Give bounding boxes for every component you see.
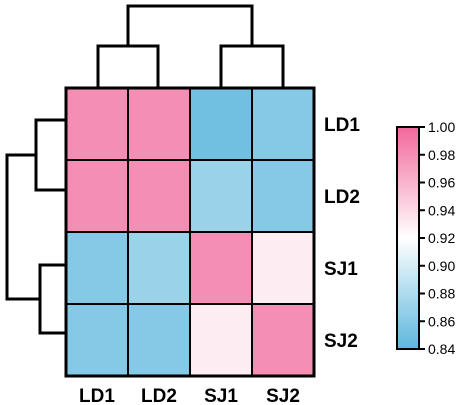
heatmap-cell-ld1-ld1	[65, 87, 129, 161]
heatmap-cell-sj2-sj1	[189, 303, 253, 377]
row-labels: LD1 LD2 SJ1 SJ2	[324, 115, 360, 352]
heatmap-cell-ld1-ld2	[127, 87, 191, 161]
dendro-left-ld-branch	[34, 118, 68, 192]
colorbar-tick-label: 1.00	[428, 119, 455, 135]
colorbar-tick-label: 0.84	[428, 341, 455, 357]
colorbar	[396, 126, 420, 350]
column-dendrogram	[96, 4, 285, 90]
heatmap-cell-sj1-sj2	[251, 231, 315, 305]
dendro-left-root	[5, 153, 42, 301]
heatmap-cells	[64, 86, 316, 378]
row-label-ld1: LD1	[324, 115, 360, 136]
column-label-sj2: SJ2	[266, 386, 300, 405]
colorbar-tick-label: 0.94	[428, 202, 455, 218]
dendro-top-sj-branch	[219, 44, 285, 90]
colorbar-tick-label: 0.90	[428, 258, 455, 274]
row-label-sj1: SJ1	[324, 259, 358, 280]
colorbar-tick-label: 0.96	[428, 175, 455, 191]
row-dendrogram	[5, 118, 68, 335]
colorbar-ticks: 1.00 0.98 0.96 0.94 0.92 0.90 0.88 0.86 0.84	[419, 119, 455, 357]
heatmap-frame	[64, 86, 316, 378]
heatmap-cell-sj2-ld2	[127, 303, 191, 377]
colorbar-tick-label: 0.86	[428, 313, 455, 329]
colorbar-tick-label: 0.88	[428, 286, 455, 302]
heatmap-cell-sj2-ld1	[65, 303, 129, 377]
row-label-ld2: LD2	[324, 187, 360, 208]
row-label-sj2: SJ2	[324, 331, 358, 352]
column-label-ld2: LD2	[141, 386, 177, 405]
heatmap-cell-ld1-sj2	[251, 87, 315, 161]
heatmap-cell-ld1-sj1	[189, 87, 253, 161]
dendro-top-ld-branch	[96, 44, 160, 90]
heatmap-cell-ld2-sj1	[189, 159, 253, 233]
heatmap-cell-ld2-ld2	[127, 159, 191, 233]
heatmap-cell-ld2-ld1	[65, 159, 129, 233]
dendro-top-root	[126, 4, 254, 48]
dendro-left-sj-branch	[38, 263, 68, 335]
column-labels: LD1 LD2 SJ1 SJ2	[79, 386, 300, 405]
heatmap-cell-sj1-ld1	[65, 231, 129, 305]
colorbar-tick-label: 0.92	[428, 230, 455, 246]
heatmap-cell-ld2-sj2	[251, 159, 315, 233]
column-label-ld1: LD1	[79, 386, 115, 405]
column-label-sj1: SJ1	[204, 386, 238, 405]
heatmap-cell-sj2-sj2	[251, 303, 315, 377]
heatmap-cell-sj1-sj1	[189, 231, 253, 305]
colorbar-tick-label: 0.98	[428, 147, 455, 163]
heatmap-cell-sj1-ld2	[127, 231, 191, 305]
